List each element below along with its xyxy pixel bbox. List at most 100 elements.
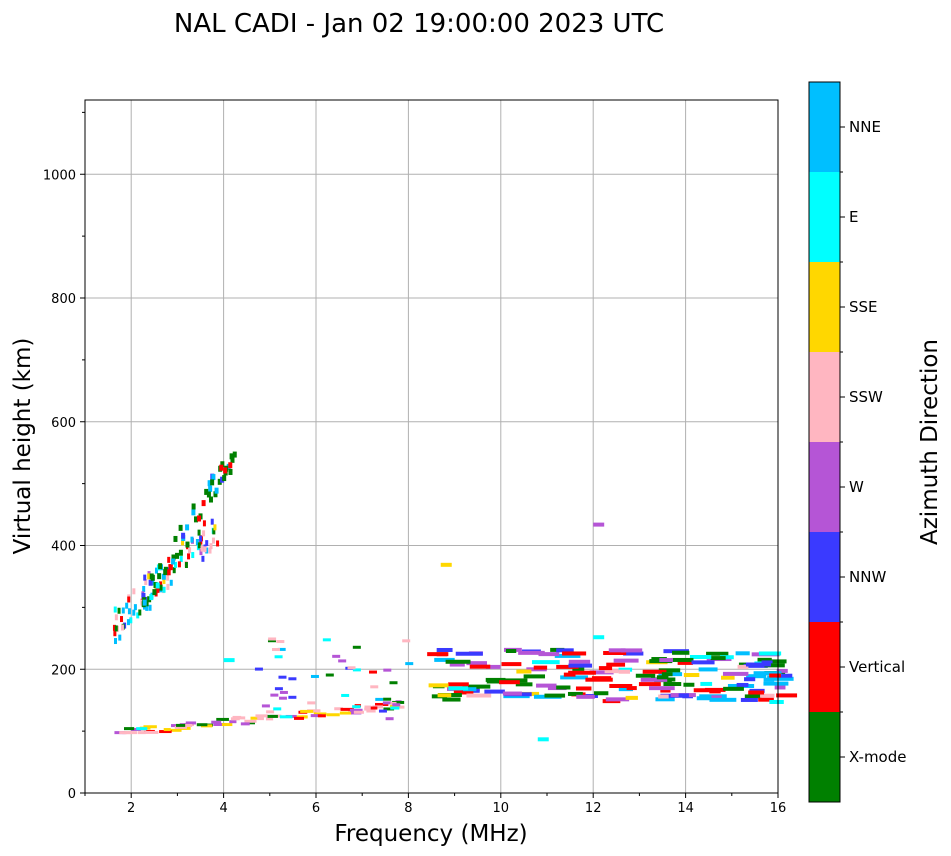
echo-point — [172, 567, 176, 574]
echo-point — [721, 675, 735, 680]
echo-point — [267, 714, 278, 718]
echo-point — [113, 606, 117, 613]
echo-point — [711, 695, 722, 700]
echo-point — [576, 694, 595, 699]
echo-point — [677, 660, 693, 665]
echo-point — [370, 685, 379, 689]
echo-point — [178, 549, 183, 556]
echo-point — [133, 604, 137, 611]
echo-point — [138, 609, 142, 616]
echo-point — [266, 710, 275, 714]
echo-point — [126, 619, 130, 626]
echo-point — [175, 552, 180, 559]
echo-point — [719, 655, 734, 660]
echo-point — [626, 686, 637, 691]
x-axis-label: Frequency (MHz) — [334, 821, 527, 847]
echo-point — [585, 677, 613, 682]
echo-point — [177, 561, 181, 568]
echo-point — [119, 731, 127, 735]
echo-point — [499, 680, 520, 685]
echo-point — [382, 701, 392, 705]
echo-point — [213, 722, 227, 726]
echo-point — [114, 614, 118, 621]
y-tick-label: 200 — [51, 663, 76, 678]
echo-point — [268, 637, 277, 641]
echo-point — [556, 685, 571, 690]
echo-point — [389, 704, 400, 708]
echo-point — [149, 594, 154, 601]
echo-point — [710, 656, 726, 661]
echo-point — [153, 581, 158, 588]
colorbar-tick-label: W — [849, 478, 864, 496]
echo-point — [162, 586, 166, 593]
echo-point — [385, 717, 394, 721]
echo-point — [608, 648, 626, 653]
echo-point — [250, 716, 260, 720]
echo-point — [208, 496, 213, 503]
echo-point — [462, 684, 491, 689]
echo-point — [696, 696, 711, 701]
colorbar-segment — [809, 82, 840, 172]
echo-point — [366, 709, 376, 713]
echo-point — [205, 547, 209, 554]
echo-point — [640, 677, 668, 682]
colorbar-tick-label: NNE — [849, 118, 881, 136]
echo-point — [210, 479, 215, 486]
echo-point — [554, 653, 581, 658]
echo-point — [428, 683, 449, 688]
echo-point — [683, 673, 700, 678]
echo-point — [163, 728, 171, 732]
echo-point — [197, 529, 201, 536]
echo-point — [317, 714, 326, 718]
echo-point — [658, 668, 681, 673]
echo-point — [228, 462, 233, 469]
echo-point — [181, 539, 185, 546]
echo-point — [136, 612, 140, 619]
echo-point — [736, 682, 749, 687]
x-tick-label: 2 — [127, 801, 135, 816]
echo-point — [635, 673, 656, 678]
colorbar-tick-label: Vertical — [849, 658, 905, 676]
colorbar-tick-label: X-mode — [849, 748, 906, 766]
echo-point — [656, 675, 669, 680]
colorbar-tick-label: NNW — [849, 568, 886, 586]
echo-point — [185, 541, 190, 548]
echo-point — [448, 686, 469, 691]
echo-point — [232, 451, 237, 458]
echo-point — [618, 687, 633, 692]
echo-point — [185, 524, 190, 531]
echo-point — [436, 652, 448, 657]
echo-point — [609, 683, 633, 688]
echo-point — [593, 691, 609, 696]
echo-point — [562, 651, 587, 656]
echo-point — [217, 478, 222, 485]
echo-point — [392, 703, 401, 707]
echo-point — [201, 555, 205, 562]
echo-point — [220, 476, 225, 483]
echo-point — [325, 673, 334, 677]
echo-point — [655, 697, 675, 702]
echo-point — [223, 467, 228, 474]
echo-point — [141, 592, 146, 599]
echo-point — [370, 706, 378, 710]
echo-point — [568, 663, 593, 668]
echo-point — [212, 528, 216, 535]
echo-point — [722, 671, 749, 676]
echo-point — [572, 666, 585, 671]
chart-title: NAL CADI - Jan 02 19:00:00 2023 UTC — [174, 9, 664, 39]
echo-point — [638, 682, 661, 687]
echo-point — [228, 468, 233, 475]
x-tick-label: 4 — [219, 801, 227, 816]
echo-point — [434, 657, 455, 662]
echo-point — [279, 715, 293, 719]
echo-point — [167, 556, 171, 563]
echo-point — [364, 707, 375, 711]
echo-point — [709, 689, 721, 694]
echo-point — [148, 579, 153, 586]
echo-point — [118, 634, 122, 641]
echo-point — [390, 706, 400, 710]
echo-point — [307, 701, 316, 705]
echo-point — [706, 651, 729, 656]
echo-point — [340, 707, 354, 711]
echo-point — [147, 596, 152, 603]
